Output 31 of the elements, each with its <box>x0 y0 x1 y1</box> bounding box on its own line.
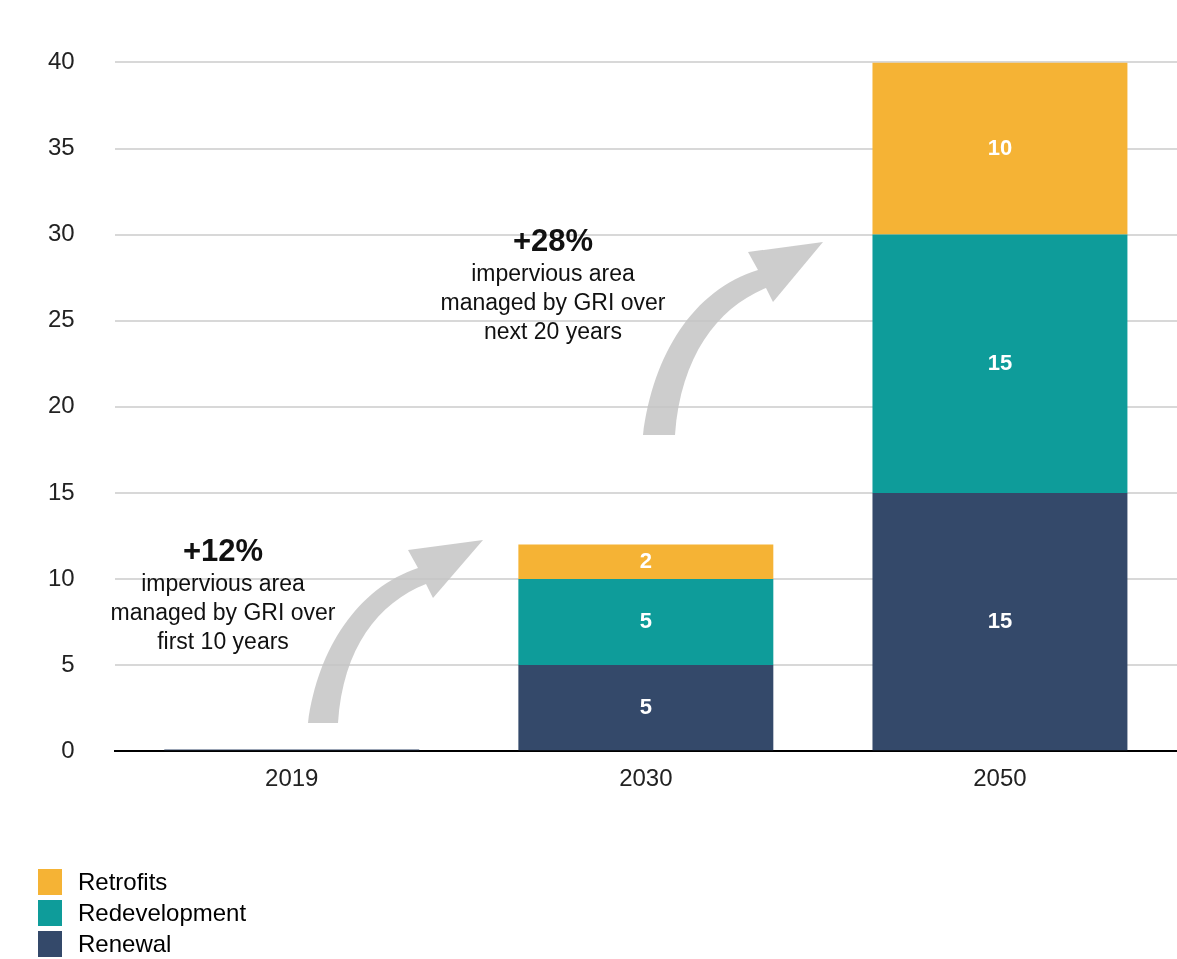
x-tick-label: 2050 <box>973 764 1027 792</box>
y-tick-label: 40 <box>47 47 75 75</box>
x-tick-label: 2019 <box>265 764 319 792</box>
bar <box>518 665 774 751</box>
bar <box>872 492 1128 751</box>
data-label: 2 <box>639 547 652 573</box>
x-tick-label: 2030 <box>619 764 673 792</box>
y-tick-label: 5 <box>61 649 75 677</box>
y-tick-label: 35 <box>47 133 75 161</box>
data-label: 5 <box>639 693 652 719</box>
data-label: 15 <box>987 349 1013 375</box>
legend-label: Retrofits <box>78 867 168 896</box>
legend-label: Renewal <box>78 929 172 958</box>
y-tick-label: 30 <box>47 219 75 247</box>
legend-label: Redevelopment <box>78 898 247 927</box>
annotation: +28% <box>511 223 595 259</box>
y-tick-label: 0 <box>61 735 75 763</box>
data-label: 10 <box>987 134 1013 160</box>
y-tick-label: 25 <box>47 305 75 333</box>
y-tick-label: 20 <box>47 391 75 419</box>
bar <box>518 544 774 579</box>
y-tick-label: 15 <box>47 477 75 505</box>
data-label: 15 <box>987 607 1013 633</box>
bar <box>518 579 774 666</box>
bar <box>872 234 1128 493</box>
y-tick-label: 10 <box>47 563 75 591</box>
annotation: impervious area managed by GRI over next 20 years <box>439 259 667 346</box>
data-label: 5 <box>639 608 652 634</box>
annotation: impervious area managed by GRI over first 10 years <box>109 569 337 656</box>
bar <box>872 62 1128 235</box>
annotation: +12% <box>181 533 265 569</box>
